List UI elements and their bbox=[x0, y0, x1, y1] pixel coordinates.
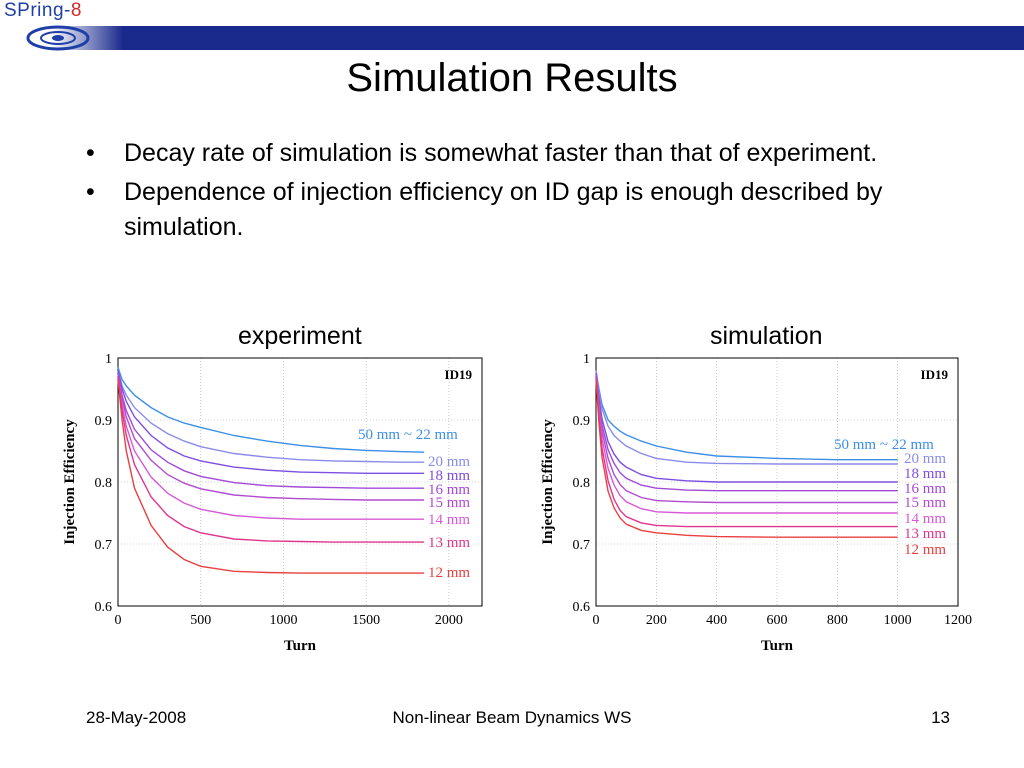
series-line bbox=[595, 373, 898, 492]
spring8-logo-text: SPring-8 bbox=[4, 0, 82, 22]
y-tick-label: 1 bbox=[583, 352, 590, 367]
logo-number: 8 bbox=[70, 0, 82, 21]
series-label: 12 mm bbox=[428, 565, 470, 581]
x-tick-label: 0 bbox=[115, 613, 122, 628]
series-line bbox=[595, 370, 898, 465]
series-line bbox=[117, 370, 425, 475]
series-label: 16 mm bbox=[428, 482, 470, 498]
bullet-item: • Dependence of injection efficiency on I… bbox=[86, 175, 886, 245]
series-label: 15 mm bbox=[904, 495, 946, 511]
chart-title-experiment: experiment bbox=[238, 322, 362, 350]
y-tick-label: 0.9 bbox=[95, 414, 113, 429]
footer-event: Non-linear Beam Dynamics WS bbox=[392, 708, 632, 727]
series-label: 14 mm bbox=[428, 512, 470, 528]
y-tick-label: 0.7 bbox=[573, 538, 591, 553]
x-tick-label: 500 bbox=[190, 613, 211, 628]
series-line bbox=[595, 373, 898, 504]
x-tick-label: 1200 bbox=[944, 613, 972, 628]
header-band bbox=[0, 25, 1024, 51]
x-tick-label: 1500 bbox=[352, 613, 380, 628]
chart-tag: ID19 bbox=[921, 367, 949, 382]
logo-name: SPring- bbox=[4, 0, 71, 21]
series-label: 13 mm bbox=[904, 526, 946, 542]
chart-tag: ID19 bbox=[445, 367, 473, 382]
bullet-item: • Decay rate of simulation is somewhat fa… bbox=[86, 136, 886, 171]
series-line bbox=[117, 370, 425, 463]
series-line bbox=[595, 376, 898, 528]
y-tick-label: 0.6 bbox=[573, 600, 591, 615]
x-tick-label: 800 bbox=[827, 613, 848, 628]
series-line bbox=[595, 379, 898, 538]
bullet-dot-icon: • bbox=[86, 139, 95, 167]
bullet-list: • Decay rate of simulation is somewhat fa… bbox=[86, 136, 886, 249]
series-line bbox=[117, 373, 425, 489]
y-tick-label: 0.8 bbox=[95, 476, 113, 491]
series-line bbox=[117, 379, 425, 574]
footer-page-number: 13 bbox=[931, 708, 950, 727]
y-axis-label: Injection Efficiency bbox=[540, 419, 556, 545]
footer-date: 28-May-2008 bbox=[86, 708, 187, 727]
x-tick-label: 600 bbox=[767, 613, 788, 628]
bullet-text: Dependence of injection efficiency on ID… bbox=[124, 178, 883, 241]
series-label: 16 mm bbox=[904, 481, 946, 497]
experiment-chart: 0 500 1000 1500 2000 0.6 0.7 0.8 0.9 1 50 mm ~ 22 … bbox=[62, 352, 483, 654]
plot-frame bbox=[117, 357, 483, 607]
series-label: 18 mm bbox=[904, 466, 946, 482]
series-line bbox=[117, 376, 425, 520]
series-line bbox=[117, 373, 425, 501]
y-axis-label: Injection Efficiency bbox=[62, 419, 78, 545]
bullet-text: Decay rate of simulation is somewhat fas… bbox=[124, 139, 878, 167]
x-tick-label: 2000 bbox=[435, 613, 463, 628]
x-tick-label: 200 bbox=[646, 613, 667, 628]
slide-title: Simulation Results bbox=[346, 56, 678, 100]
series-label: 12 mm bbox=[904, 542, 946, 558]
y-tick-label: 0.7 bbox=[95, 538, 113, 553]
series-label: 13 mm bbox=[428, 535, 470, 551]
bullet-dot-icon: • bbox=[86, 178, 95, 206]
x-axis-label: Turn bbox=[284, 638, 317, 654]
plot-frame bbox=[595, 357, 959, 607]
x-tick-label: 400 bbox=[706, 613, 727, 628]
series-line bbox=[117, 376, 425, 543]
y-tick-label: 0.6 bbox=[95, 600, 113, 615]
chart-title-simulation: simulation bbox=[710, 322, 823, 350]
series-line bbox=[117, 367, 425, 453]
x-tick-label: 0 bbox=[593, 613, 600, 628]
series-label: 20 mm bbox=[428, 454, 470, 470]
series-label: 18 mm bbox=[428, 468, 470, 484]
series-label: 50 mm ~ 22 mm bbox=[358, 427, 458, 443]
x-tick-label: 1000 bbox=[884, 613, 912, 628]
series-line bbox=[595, 376, 898, 514]
simulation-chart: 0 200 400 600 800 1000 1200 0.6 0.7 0.8 0.9 1 50 mm … bbox=[540, 352, 972, 654]
series-label: 50 mm ~ 22 mm bbox=[834, 437, 934, 453]
series-label: 20 mm bbox=[904, 451, 946, 467]
series-line bbox=[595, 373, 898, 483]
series-line bbox=[595, 370, 898, 461]
y-tick-label: 0.9 bbox=[573, 414, 591, 429]
x-axis-label: Turn bbox=[761, 638, 794, 654]
y-tick-label: 1 bbox=[105, 352, 112, 367]
y-tick-label: 0.8 bbox=[573, 476, 591, 491]
spring8-logo-mark bbox=[26, 25, 90, 51]
series-label: 14 mm bbox=[904, 511, 946, 527]
series-label: 15 mm bbox=[428, 495, 470, 511]
x-tick-label: 1000 bbox=[269, 613, 297, 628]
